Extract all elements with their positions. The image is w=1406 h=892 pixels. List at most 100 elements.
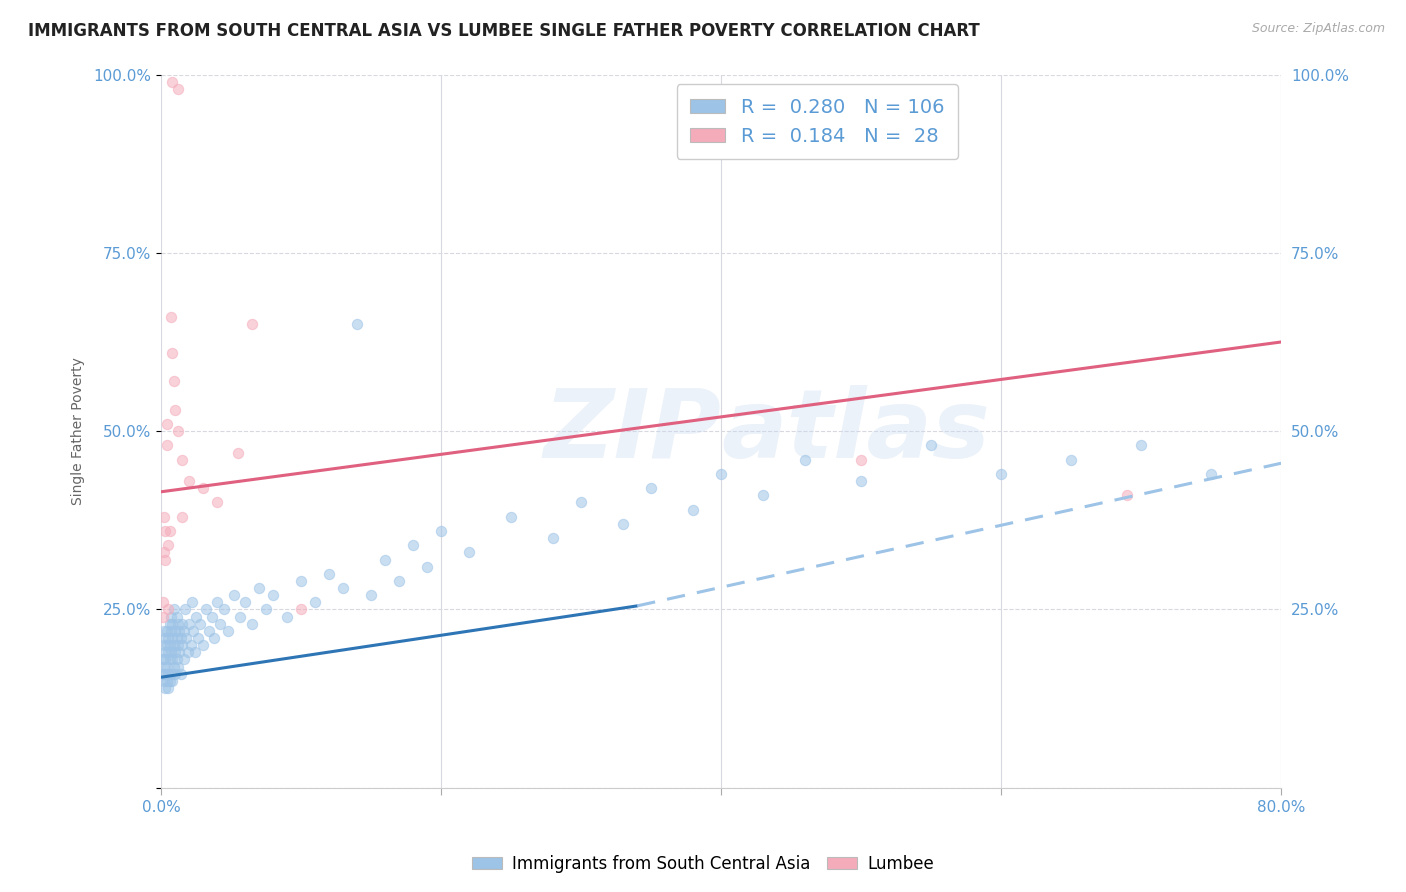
Point	[173, 624, 195, 638]
Point	[157, 631, 180, 645]
Point	[153, 624, 176, 638]
Point	[290, 574, 312, 588]
Point	[163, 638, 186, 652]
Point	[190, 616, 212, 631]
Point	[501, 509, 523, 524]
Point	[156, 438, 179, 452]
Legend: Immigrants from South Central Asia, Lumbee: Immigrants from South Central Asia, Lumb…	[465, 848, 941, 880]
Point	[153, 509, 176, 524]
Text: Source: ZipAtlas.com: Source: ZipAtlas.com	[1251, 22, 1385, 36]
Point	[201, 609, 224, 624]
Point	[207, 495, 229, 509]
Point	[1130, 438, 1153, 452]
Point	[162, 652, 184, 666]
Point	[167, 424, 190, 438]
Point	[156, 659, 179, 673]
Point	[166, 652, 188, 666]
Point	[170, 666, 193, 681]
Point	[179, 474, 201, 488]
Point	[920, 438, 942, 452]
Point	[198, 624, 221, 638]
Point	[682, 502, 704, 516]
Point	[156, 673, 179, 688]
Point	[402, 538, 425, 552]
Point	[157, 538, 180, 552]
Point	[1116, 488, 1139, 502]
Point	[172, 638, 194, 652]
Point	[162, 75, 184, 89]
Point	[346, 317, 368, 331]
Point	[374, 552, 396, 566]
Point	[163, 659, 186, 673]
Point	[162, 631, 184, 645]
Point	[416, 559, 439, 574]
Point	[153, 545, 176, 559]
Point	[332, 581, 354, 595]
Point	[152, 609, 174, 624]
Point	[183, 624, 205, 638]
Point	[157, 681, 180, 695]
Point	[612, 516, 634, 531]
Point	[180, 638, 202, 652]
Point	[156, 624, 179, 638]
Point	[170, 631, 193, 645]
Point	[172, 616, 194, 631]
Point	[186, 609, 208, 624]
Point	[318, 566, 340, 581]
Point	[179, 616, 201, 631]
Point	[276, 609, 298, 624]
Point	[226, 445, 249, 459]
Point	[160, 666, 183, 681]
Point	[187, 631, 209, 645]
Point	[165, 645, 187, 659]
Point	[153, 638, 176, 652]
Point	[247, 581, 270, 595]
Point	[204, 631, 226, 645]
Point	[214, 602, 236, 616]
Point	[254, 602, 277, 616]
Point	[155, 631, 177, 645]
Point	[160, 645, 183, 659]
Point	[155, 552, 177, 566]
Point	[233, 595, 256, 609]
Point	[1060, 452, 1083, 467]
Point	[849, 452, 872, 467]
Point	[165, 402, 187, 417]
Point	[752, 488, 775, 502]
Point	[172, 452, 194, 467]
Point	[162, 616, 184, 631]
Point	[156, 638, 179, 652]
Point	[152, 652, 174, 666]
Point	[160, 609, 183, 624]
Point	[193, 481, 215, 495]
Point	[240, 616, 263, 631]
Point	[169, 645, 191, 659]
Point	[240, 317, 263, 331]
Point	[262, 588, 284, 602]
Point	[165, 624, 187, 638]
Point	[209, 616, 232, 631]
Point	[1199, 467, 1222, 481]
Point	[155, 645, 177, 659]
Point	[174, 602, 197, 616]
Point	[153, 673, 176, 688]
Point	[159, 616, 181, 631]
Point	[162, 345, 184, 359]
Point	[155, 666, 177, 681]
Point	[794, 452, 817, 467]
Point	[388, 574, 411, 588]
Point	[165, 666, 187, 681]
Point	[569, 495, 592, 509]
Point	[177, 645, 200, 659]
Point	[167, 82, 190, 96]
Point	[541, 531, 564, 545]
Point	[184, 645, 207, 659]
Point	[173, 652, 195, 666]
Point	[176, 631, 198, 645]
Point	[159, 652, 181, 666]
Point	[160, 310, 183, 324]
Point	[155, 652, 177, 666]
Point	[152, 595, 174, 609]
Point	[159, 524, 181, 538]
Point	[458, 545, 481, 559]
